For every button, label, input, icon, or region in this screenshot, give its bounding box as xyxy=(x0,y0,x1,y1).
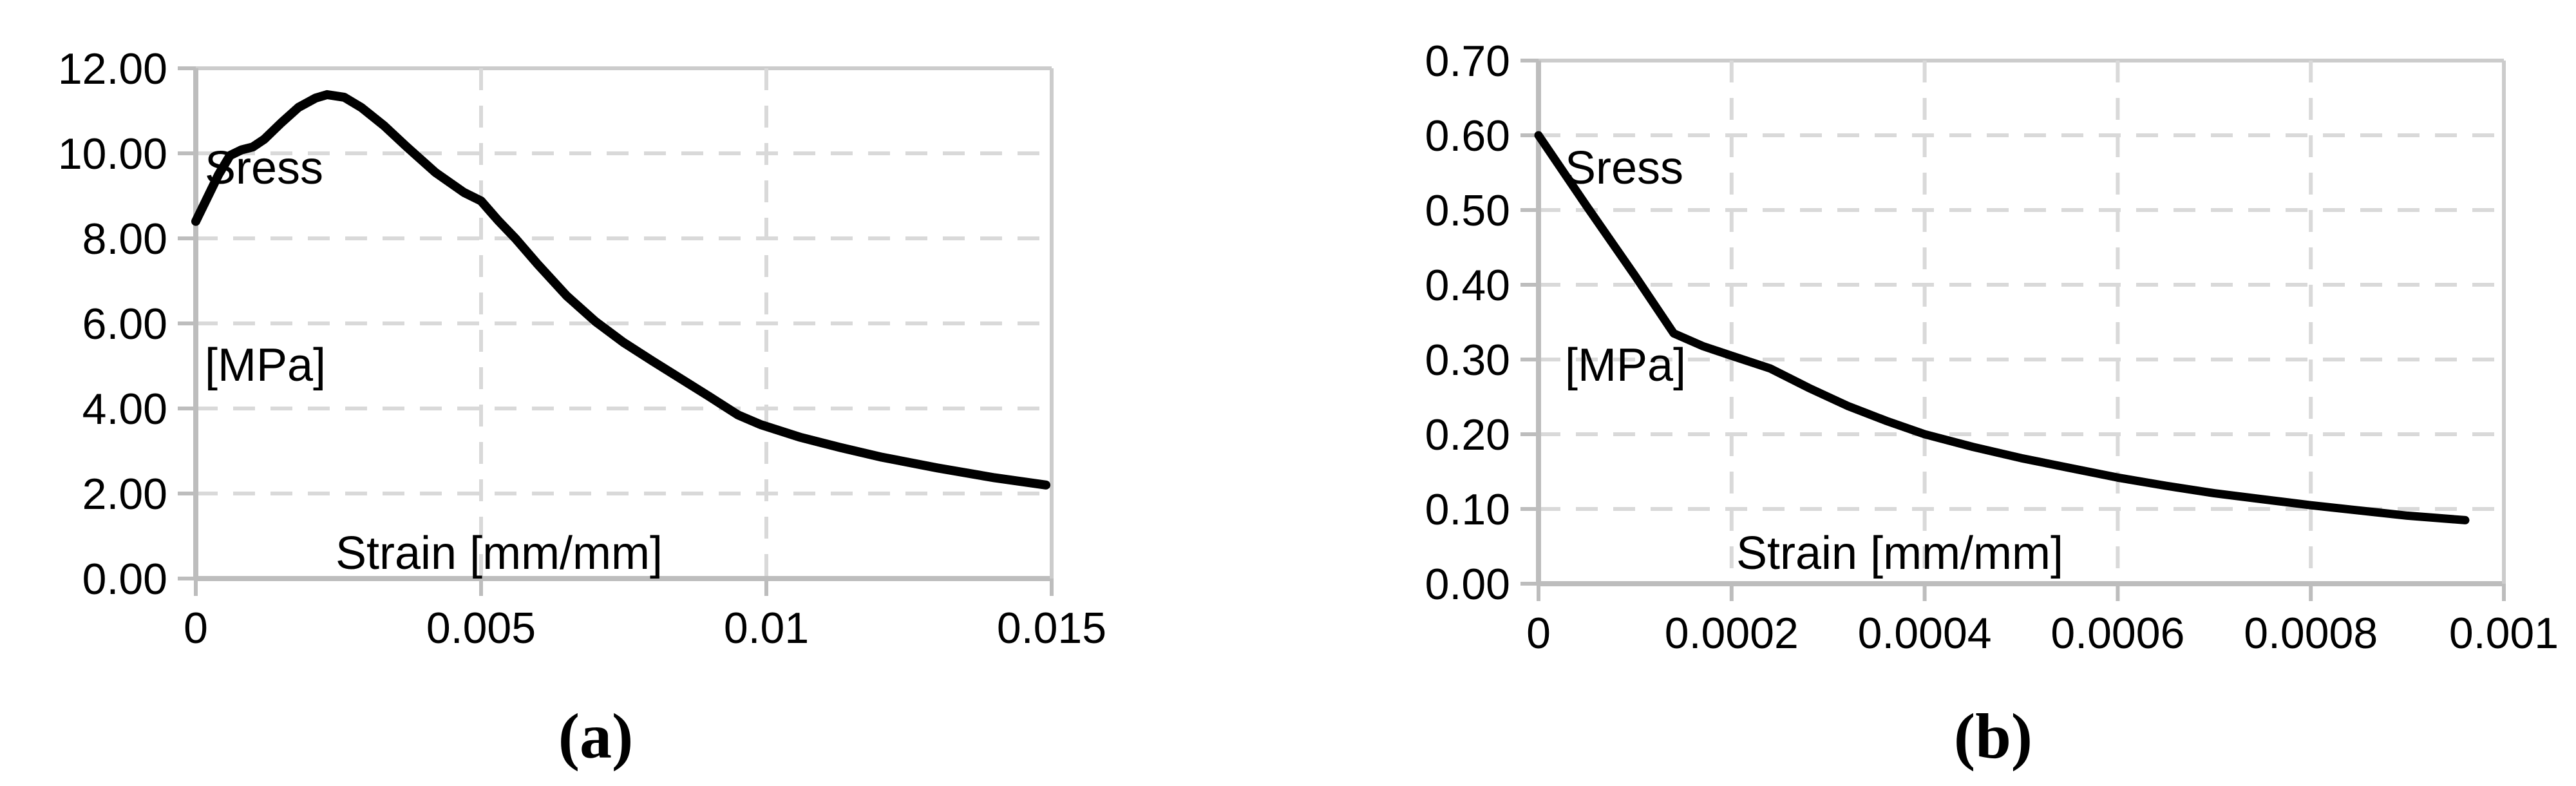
y-tick-label: 10.00 xyxy=(58,129,167,178)
y-axis-title-line1: Sress xyxy=(205,142,324,194)
y-tick-label: 6.00 xyxy=(82,300,167,349)
y-tick-label: 8.00 xyxy=(82,215,167,264)
x-tick-label: 0.001 xyxy=(2449,609,2559,658)
y-tick-label: 0.40 xyxy=(1425,261,1510,310)
chart-b-y-axis-title: Sress [MPa] xyxy=(1565,4,1686,530)
stress-strain-curve xyxy=(1534,131,2470,524)
x-tick-label: 0.0008 xyxy=(2244,609,2378,658)
chart-a-x-axis-label: Strain [mm/mm] xyxy=(335,528,663,579)
chart-b-caption: (b) xyxy=(1953,700,2033,772)
x-tick-label: 0.01 xyxy=(724,604,809,653)
chart-a-y-axis-title: Sress [MPa] xyxy=(205,4,326,530)
x-tick-label: 0 xyxy=(1526,609,1551,658)
chart-b-x-axis-label: Strain [mm/mm] xyxy=(1736,528,2064,579)
x-tick-label: 0.0004 xyxy=(1858,609,1992,658)
y-tick-label: 0.10 xyxy=(1425,485,1510,534)
chart-a: 12.00 10.00 8.00 6.00 4.00 2.00 0.00 0 0.005 0.01… xyxy=(58,44,1106,653)
y-axis-title-line2: [MPa] xyxy=(205,340,327,391)
y-tick-label: 0.20 xyxy=(1425,410,1510,459)
x-tick-label: 0.005 xyxy=(426,604,536,653)
y-tick-label: 2.00 xyxy=(82,470,167,519)
y-tick-label: 0.60 xyxy=(1425,111,1510,160)
y-axis-title-line1: Sress xyxy=(1565,142,1684,194)
chart-a-caption: (a) xyxy=(558,700,634,772)
chart-b: 0.70 0.60 0.50 0.40 0.30 0.20 0.10 0.00 0 0.0002 0… xyxy=(1425,37,2559,658)
x-tick-label: 0.0002 xyxy=(1665,609,1799,658)
y-tick-label: 0.30 xyxy=(1425,336,1510,385)
y-tick-label: 12.00 xyxy=(58,44,167,93)
y-tick-label: 0.00 xyxy=(1425,560,1510,609)
y-tick-label: 0.00 xyxy=(82,555,167,604)
y-axis-title-line2: [MPa] xyxy=(1565,340,1687,391)
y-tick-label: 0.70 xyxy=(1425,37,1510,86)
x-tick-label: 0 xyxy=(184,604,208,653)
y-tick-label: 0.50 xyxy=(1425,186,1510,235)
x-tick-label: 0.015 xyxy=(997,604,1106,653)
x-tick-label: 0.0006 xyxy=(2050,609,2184,658)
stress-strain-curve xyxy=(191,90,1051,490)
y-tick-label: 4.00 xyxy=(82,385,167,434)
